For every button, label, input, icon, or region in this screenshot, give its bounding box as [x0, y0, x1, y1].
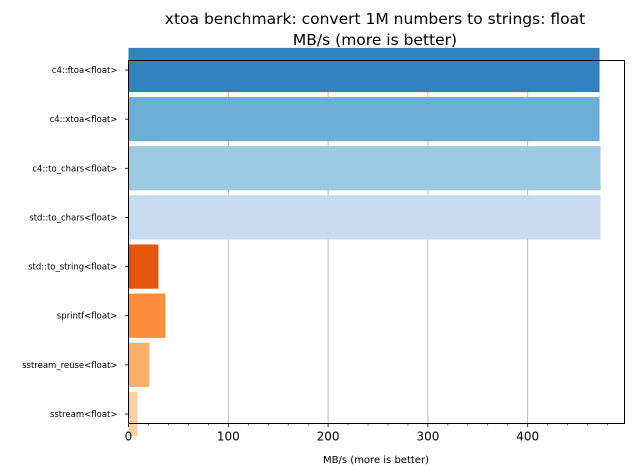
bar: [128, 97, 600, 142]
bar: [128, 342, 150, 387]
x-tick-label: 100: [217, 430, 240, 444]
plot-frame: [128, 60, 625, 424]
x-tick-label: 200: [317, 430, 340, 444]
bar: [128, 146, 601, 191]
bars: [128, 47, 601, 437]
y-axis: c4::ftoa<float>c4::xtoa<float>c4::to_cha…: [22, 66, 129, 420]
y-tick-label: c4::to_chars<float>: [32, 164, 117, 174]
x-axis-label: MB/s (more is better): [323, 455, 429, 466]
x-tick-label: 0: [125, 430, 133, 444]
bar: [128, 293, 166, 338]
bar: [128, 195, 601, 240]
y-tick-label: sstream<float>: [50, 410, 118, 420]
y-tick-label: sstream_reuse<float>: [22, 361, 117, 371]
y-tick-label: c4::ftoa<float>: [52, 66, 118, 76]
y-tick-label: sprintf<float>: [57, 312, 118, 322]
y-tick-label: std::to_string<float>: [28, 263, 117, 273]
x-axis: 0 100 200 300 400: [125, 423, 608, 444]
bar: [128, 244, 159, 289]
chart-subtitle: MB/s (more is better): [293, 31, 457, 49]
chart-title: xtoa benchmark: convert 1M numbers to st…: [165, 10, 585, 28]
x-tick-label: 300: [416, 430, 439, 444]
bar: [128, 47, 600, 93]
y-tick-label: std::to_chars<float>: [29, 213, 117, 223]
y-tick-label: c4::xtoa<float>: [50, 115, 118, 125]
bar: [128, 391, 138, 437]
x-tick-label: 400: [516, 430, 539, 444]
